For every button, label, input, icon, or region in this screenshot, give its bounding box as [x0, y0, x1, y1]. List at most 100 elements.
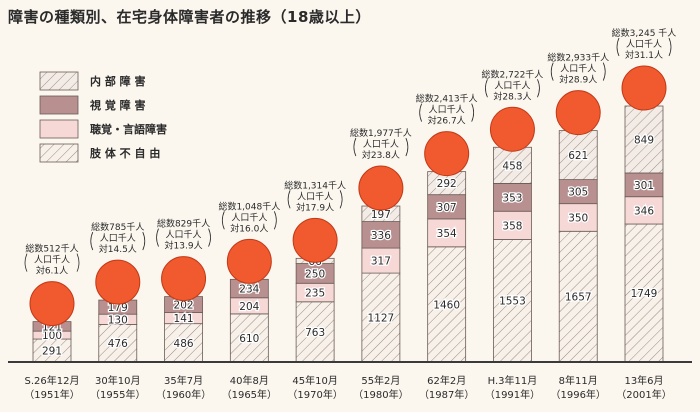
value-label: 610 [239, 333, 259, 345]
value-label: 621 [568, 150, 588, 162]
value-label: 141 [174, 313, 194, 325]
bar-segment [493, 182, 532, 212]
annotation-label: 人口千人 [34, 255, 70, 266]
value-label: 1553 [499, 296, 526, 308]
x-axis: S.26年12月（1951年） 30年10月（1955年） 35年7月（1960年）… [8, 361, 692, 401]
annotation-total: 総数512千人 [25, 243, 78, 255]
value-label: 291 [42, 346, 62, 358]
value-label: 486 [174, 338, 194, 350]
total-circle [489, 106, 535, 152]
annotation-bracket [76, 253, 80, 272]
annotation-bracket [24, 253, 28, 272]
legend-label: 聴覚・言語障害 [90, 122, 167, 136]
annotation-bracket [208, 228, 211, 247]
legend-swatch [39, 119, 79, 139]
legend-label: 内 部 障 害 [90, 74, 146, 88]
bar-segment [361, 221, 401, 249]
value-label: 130 [108, 314, 128, 326]
value-label: 1657 [565, 292, 592, 304]
x-tick-label: 8年11月 [559, 374, 598, 387]
value-label: 336 [371, 230, 391, 242]
x-tick-label: 45年10月 [292, 374, 337, 387]
annotation-label: 人口千人 [166, 230, 202, 241]
annotation-rate: 対17.9人 [296, 201, 334, 213]
value-label: 849 [634, 134, 654, 146]
annotation-rate: 対28.9人 [559, 74, 597, 86]
circles [29, 65, 667, 327]
total-circle [29, 281, 75, 327]
total-circle [555, 90, 601, 136]
value-labels: 2911001214761301794861412026102042347632… [41, 133, 659, 359]
annotation-bracket [273, 211, 277, 230]
annotation-bracket [550, 62, 554, 81]
x-tick-label: （1980年） [353, 388, 408, 401]
bar-segment [493, 210, 532, 240]
x-tick-label: （1987年） [419, 388, 474, 401]
annotation-total: 総数829千人 [157, 218, 210, 230]
annotation-total: 総数1,314千人 [284, 179, 346, 191]
annotation-label: 人口千人 [494, 80, 530, 91]
annotation-label: 人口千人 [626, 39, 662, 50]
legend-swatch [39, 71, 79, 91]
annotation-rate: 対28.3人 [493, 90, 531, 102]
value-label: 307 [437, 202, 457, 214]
value-label: 317 [371, 256, 391, 268]
annotation-rate: 対23.8人 [362, 149, 400, 161]
total-circle [226, 238, 272, 284]
bar-segment [361, 272, 401, 363]
annotation-bracket [602, 62, 606, 81]
x-tick-label: 62年2月 [427, 374, 466, 387]
annotation-label: 人口千人 [231, 212, 267, 223]
bar-segment [624, 105, 664, 174]
annotation-bracket [353, 137, 357, 157]
value-label: 100 [42, 330, 62, 342]
value-label: 234 [239, 284, 259, 296]
value-label: 353 [502, 192, 522, 204]
annotation-bracket [485, 79, 488, 98]
annotation-total: 総数2,933千人 [547, 52, 609, 64]
x-tick-label: S.26年12月 [25, 374, 80, 387]
x-tick-label: H.3年11月 [488, 374, 538, 387]
x-tick-label: （2001年） [616, 388, 671, 401]
value-label: 250 [305, 268, 325, 280]
x-tick-label: （1955年） [90, 388, 145, 401]
annotation-rate: 対26.7人 [428, 115, 466, 127]
total-circle [292, 217, 338, 263]
value-label: 292 [437, 178, 457, 190]
total-circle [621, 65, 667, 111]
bar-segment [295, 301, 335, 363]
x-tick-label: 30年10月 [95, 374, 140, 387]
annotations: 総数512千人人口千人対6.1人総数785千人人口千人対14.5人総数829千人… [24, 27, 676, 277]
x-tick-label: （1996年） [550, 388, 605, 401]
x-tick-label: （1951年） [24, 388, 79, 401]
annotation-rate: 対16.0人 [230, 222, 268, 234]
x-tick-label: 13年6月 [624, 374, 663, 387]
value-label: 1749 [631, 288, 658, 300]
x-tick-label: （1970年） [287, 388, 342, 401]
annotation-bracket [221, 211, 225, 230]
x-tick-label: （1991年） [485, 388, 540, 401]
bar-segment [558, 203, 598, 232]
bar-segment [558, 130, 598, 181]
value-label: 197 [371, 209, 391, 221]
legend-label: 肢 体 不 自 由 [90, 146, 160, 160]
annotation-bracket [339, 190, 343, 209]
value-label: 476 [108, 338, 128, 350]
value-label: 202 [174, 300, 194, 312]
annotation-label: 人口千人 [363, 139, 399, 150]
annotation-bracket [142, 231, 146, 251]
value-label: 301 [634, 180, 654, 192]
value-label: 346 [634, 205, 654, 217]
value-label: 305 [568, 187, 588, 199]
bar-segment [558, 179, 598, 205]
annotation-rate: 対6.1人 [36, 265, 68, 277]
annotation-bracket [471, 103, 475, 122]
bar-segment [164, 323, 203, 363]
annotation-rate: 対31.1人 [625, 49, 663, 61]
annotation-total: 総数1,048千人 [218, 200, 280, 212]
annotation-bracket [616, 37, 620, 57]
legend-label: 視 覚 障 害 [89, 98, 146, 112]
value-label: 350 [568, 212, 588, 224]
